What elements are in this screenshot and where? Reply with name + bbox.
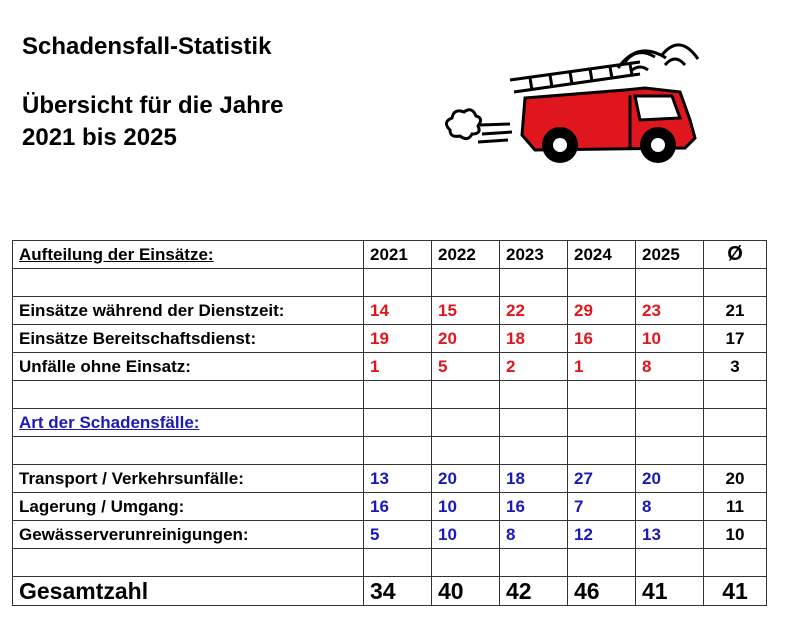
row-label: Lagerung / Umgang: [12,492,364,521]
table-row: Einsätze Bereitschaftsdienst: 19 20 18 16 10 1… [12,324,767,353]
year-header: 2021 [363,240,432,269]
total-value: 34 [363,576,432,606]
year-value: 19 [363,324,432,353]
year-value: 13 [363,464,432,493]
page-title: Schadensfall-Statistik [22,33,272,60]
average-value: 17 [703,324,767,353]
average-value: 10 [703,520,767,549]
table-row: Transport / Verkehrsunfälle: 13 20 18 27 20 20 [12,464,767,493]
average-value: 3 [703,352,767,381]
subtitle-line-2: 2021 bis 2025 [22,124,177,151]
row-label: Einsätze während der Dienstzeit: [12,296,364,325]
total-value: 41 [635,576,704,606]
blank-row [12,268,767,297]
year-value: 16 [363,492,432,521]
year-header: 2022 [431,240,500,269]
year-value: 14 [363,296,432,325]
total-value: 42 [499,576,568,606]
average-value: 11 [703,492,767,521]
year-header: 2025 [635,240,704,269]
average-value: 21 [703,296,767,325]
year-value: 16 [499,492,568,521]
year-value: 18 [499,464,568,493]
row-label: Unfälle ohne Einsatz: [12,352,364,381]
page-subtitle: Übersicht für die Jahre 2021 bis 2025 [22,90,283,154]
blank-row [12,548,767,577]
year-value: 15 [431,296,500,325]
table-row: Einsätze während der Dienstzeit: 14 15 22 29… [12,296,767,325]
year-value: 1 [567,352,636,381]
year-value: 10 [431,492,500,521]
row-label: Einsätze Bereitschaftsdienst: [12,324,364,353]
year-value: 29 [567,296,636,325]
average-header: Ø [703,240,767,269]
blank-row [12,436,767,465]
total-value: 40 [431,576,500,606]
year-value: 20 [635,464,704,493]
year-value: 16 [567,324,636,353]
header-label: Aufteilung der Einsätze: [12,240,364,269]
year-value: 13 [635,520,704,549]
section-title-row: Art der Schadensfälle: [12,408,767,437]
fire-truck-icon [445,43,700,163]
total-row: Gesamtzahl 34 40 42 46 41 41 [12,576,767,606]
year-value: 1 [363,352,432,381]
year-value: 8 [635,492,704,521]
year-value: 10 [431,520,500,549]
statistics-table: Aufteilung der Einsätze: 2021 2022 2023 … [12,240,767,606]
year-value: 8 [635,352,704,381]
year-value: 18 [499,324,568,353]
subtitle-line-1: Übersicht für die Jahre [22,92,284,119]
year-value: 12 [567,520,636,549]
year-value: 22 [499,296,568,325]
table-row: Lagerung / Umgang: 16 10 16 7 8 11 [12,492,767,521]
year-header: 2024 [567,240,636,269]
year-value: 20 [431,464,500,493]
blank-row [12,380,767,409]
average-value: 20 [703,464,767,493]
year-value: 5 [431,352,500,381]
year-value: 23 [635,296,704,325]
year-value: 20 [431,324,500,353]
table-row: Unfälle ohne Einsatz: 1 5 2 1 8 3 [12,352,767,381]
year-value: 5 [363,520,432,549]
year-header: 2023 [499,240,568,269]
table-header-row: Aufteilung der Einsätze: 2021 2022 2023 … [12,240,767,269]
section-title: Art der Schadensfälle: [12,408,364,437]
total-value: 46 [567,576,636,606]
year-value: 27 [567,464,636,493]
total-average: 41 [703,576,767,606]
year-value: 2 [499,352,568,381]
table-row: Gewässerverunreinigungen: 5 10 8 12 13 10 [12,520,767,549]
year-value: 10 [635,324,704,353]
row-label: Gewässerverunreinigungen: [12,520,364,549]
year-value: 7 [567,492,636,521]
row-label: Transport / Verkehrsunfälle: [12,464,364,493]
year-value: 8 [499,520,568,549]
total-label: Gesamtzahl [12,576,364,606]
